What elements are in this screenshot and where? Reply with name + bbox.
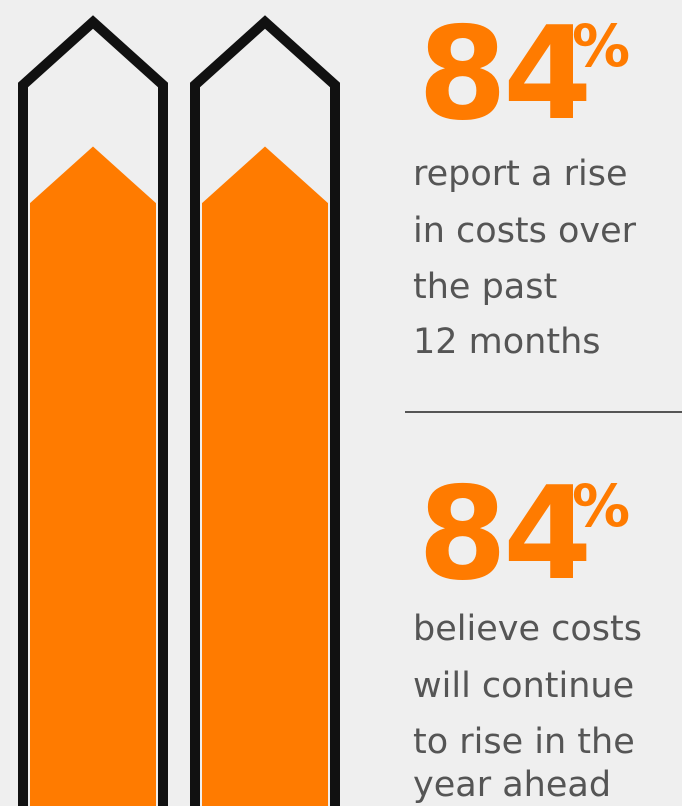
arrow-fill — [202, 146, 328, 806]
arrow-outline — [18, 15, 168, 806]
stat-unit: % — [572, 12, 630, 80]
arrow-fill — [30, 146, 156, 806]
stat-number: 84 — [418, 460, 588, 609]
stat-unit: % — [572, 472, 630, 540]
stat-description: will continue — [413, 666, 634, 706]
arrow-outline — [190, 15, 340, 806]
stat-description: believe costs — [413, 609, 642, 649]
stat-description: in costs over — [413, 211, 637, 251]
stat-description: report a rise — [413, 154, 627, 194]
stat-number: 84 — [418, 0, 588, 149]
stat-description: 12 months — [413, 322, 601, 362]
stat-description: the past — [413, 267, 557, 307]
stat-description: year ahead — [413, 765, 611, 805]
stat-description: to rise in the — [413, 722, 635, 762]
